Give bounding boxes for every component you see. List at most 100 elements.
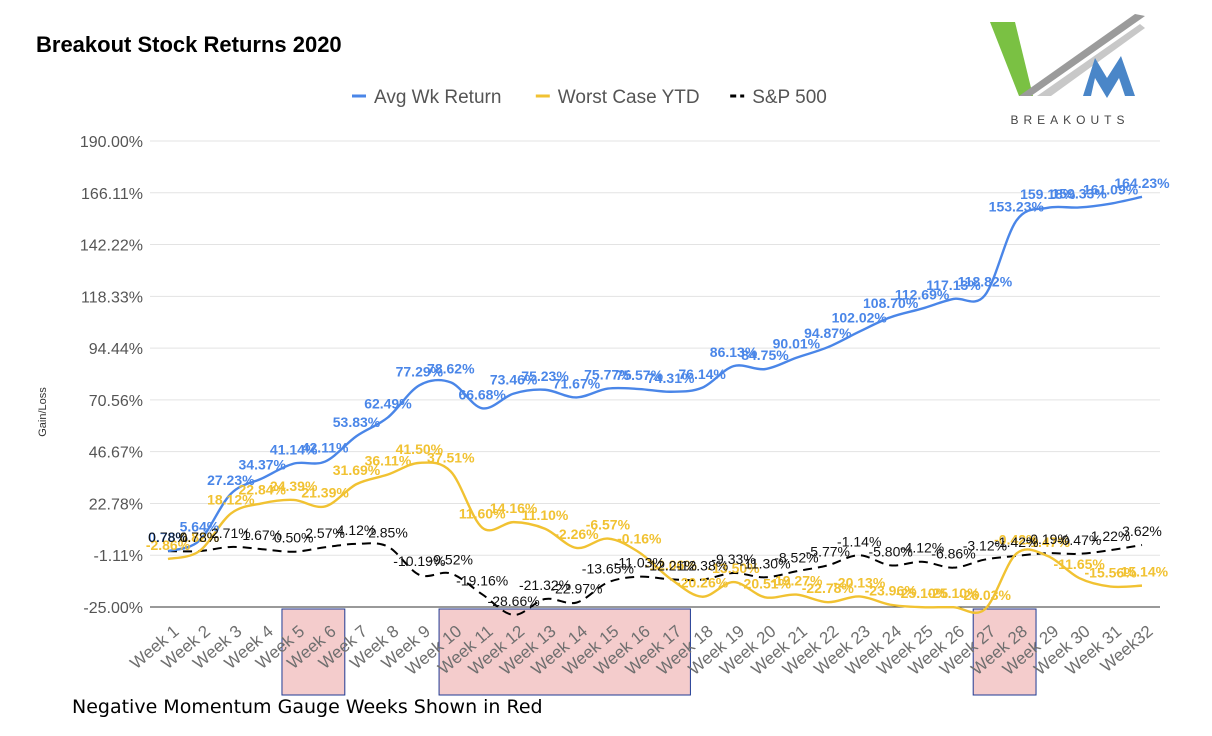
data-label-worst-case-ytd: 41.50%	[396, 441, 444, 457]
data-label-worst-case-ytd: 31.69%	[333, 462, 381, 478]
data-label-avg-wk-return: 159.33%	[1052, 185, 1108, 201]
data-label-worst-case-ytd: 11.10%	[522, 507, 569, 523]
logo-wordmark: BREAKOUTS	[1010, 113, 1129, 127]
data-label-avg-wk-return: 108.70%	[863, 295, 919, 311]
chart-title: Breakout Stock Returns 2020	[36, 32, 342, 57]
data-label-avg-wk-return: 71.67%	[553, 375, 601, 391]
data-label-avg-wk-return: 0.78%	[148, 529, 188, 545]
data-label-avg-wk-return: 75.23%	[521, 368, 569, 384]
y-tick-label: -1.11%	[93, 548, 143, 565]
data-label-worst-case-ytd: -22.78%	[802, 580, 855, 596]
data-label-s-p-500: -0.19%	[1026, 531, 1070, 547]
data-label-avg-wk-return: 75.57%	[616, 367, 664, 383]
data-label-avg-wk-return: 117.13%	[926, 277, 981, 293]
data-label-avg-wk-return: 161.09%	[1083, 182, 1139, 198]
data-label-s-p-500: 2.85%	[368, 525, 408, 541]
data-label-worst-case-ytd: -25.10%	[927, 585, 980, 601]
data-label-s-p-500: 0.50%	[274, 530, 314, 546]
data-label-s-p-500: -1.14%	[837, 533, 881, 549]
data-label-s-p-500: -1.42%	[994, 534, 1038, 550]
data-label-s-p-500: -22.97%	[550, 581, 602, 597]
data-label-avg-wk-return: 164.23%	[1114, 175, 1170, 191]
data-label-s-p-500: 1.67%	[242, 527, 282, 543]
data-label-worst-case-ytd: 18.12%	[207, 492, 255, 508]
data-label-s-p-500: -10.19%	[393, 553, 445, 569]
logo-light-swoosh-icon	[1037, 24, 1145, 96]
data-label-worst-case-ytd: -11.65%	[1053, 556, 1105, 572]
data-label-worst-case-ytd: -2.26%	[554, 526, 599, 542]
data-label-avg-wk-return: 34.37%	[239, 456, 287, 472]
data-label-s-p-500: -28.66%	[488, 593, 540, 609]
data-label-worst-case-ytd: -20.51%	[739, 575, 792, 591]
negative-momentum-highlight	[438, 608, 691, 696]
legend-label-avg-wk-return: Avg Wk Return	[374, 87, 501, 108]
data-label-s-p-500: -11.03%	[614, 555, 665, 571]
data-label-worst-case-ytd: 0.82%	[180, 529, 220, 545]
data-label-avg-wk-return: 76.14%	[678, 366, 726, 382]
y-tick-label: 190.00%	[80, 134, 143, 151]
data-label-s-p-500: -3.12%	[963, 538, 1007, 554]
data-label-avg-wk-return: 74.31%	[647, 370, 695, 386]
data-label-avg-wk-return: 62.49%	[364, 395, 412, 411]
data-label-s-p-500: 4.12%	[337, 522, 377, 538]
data-label-s-p-500: -12.38%	[676, 558, 728, 574]
data-label-s-p-500: -12.21%	[645, 557, 697, 573]
data-label-worst-case-ytd: 11.60%	[459, 506, 506, 522]
data-label-avg-wk-return: 94.87%	[804, 325, 852, 341]
data-label-worst-case-ytd: -20.26%	[676, 575, 729, 591]
data-label-s-p-500: -9.33%	[711, 551, 755, 567]
data-label-avg-wk-return: 84.75%	[741, 347, 789, 363]
data-label-s-p-500: 2.57%	[305, 525, 345, 541]
footnote: Negative Momentum Gauge Weeks Shown in R…	[72, 696, 543, 718]
negative-momentum-highlight	[972, 608, 1037, 696]
data-label-worst-case-ytd: -13.50%	[707, 560, 760, 576]
data-label-avg-wk-return: 73.46%	[490, 372, 538, 388]
data-label-s-p-500: 2.71%	[211, 525, 251, 541]
y-tick-label: -25.00%	[83, 600, 143, 617]
data-label-worst-case-ytd: -2.86%	[146, 537, 191, 553]
logo-grey-swoosh-icon	[1019, 14, 1145, 96]
data-label-avg-wk-return: 118.82%	[958, 273, 1013, 289]
data-label-avg-wk-return: 112.69%	[895, 287, 950, 303]
data-label-worst-case-ytd: -15.14%	[1116, 564, 1169, 580]
data-label-worst-case-ytd: -19.27%	[770, 573, 823, 589]
negative-momentum-highlight	[281, 608, 346, 696]
data-label-avg-wk-return: 90.01%	[773, 336, 821, 352]
data-label-avg-wk-return: 86.13%	[710, 344, 758, 360]
data-label-s-p-500: -4.12%	[900, 540, 944, 556]
data-label-s-p-500: 0.78%	[148, 529, 188, 545]
data-label-avg-wk-return: 75.77%	[584, 367, 632, 383]
series-line-worst-case-ytd	[167, 461, 1143, 614]
data-label-avg-wk-return: 153.23%	[989, 199, 1045, 215]
data-label-s-p-500: -5.80%	[868, 543, 912, 559]
data-label-s-p-500: 0.78%	[180, 529, 220, 545]
data-label-worst-case-ytd: -1.47%	[1026, 534, 1071, 550]
y-tick-label: 142.22%	[80, 238, 143, 255]
data-label-s-p-500: -21.32%	[519, 577, 571, 593]
data-label-s-p-500: 3.62%	[1122, 523, 1162, 539]
data-label-s-p-500: -6.86%	[931, 546, 975, 562]
data-label-worst-case-ytd: -0.42%	[994, 532, 1039, 548]
data-label-s-p-500: -9.52%	[429, 551, 473, 567]
data-label-s-p-500: -11.30%	[739, 555, 790, 571]
data-label-avg-wk-return: 42.11%	[302, 440, 349, 456]
data-label-s-p-500: -5.77%	[806, 543, 850, 559]
data-label-avg-wk-return: 66.68%	[458, 386, 506, 402]
data-label-s-p-500: -8.52%	[774, 549, 818, 565]
breakouts-logo: BREAKOUTS	[990, 14, 1145, 127]
y-tick-label: 166.11%	[81, 186, 143, 203]
data-label-worst-case-ytd: -12.06%	[645, 557, 698, 573]
data-label-worst-case-ytd: -15.56%	[1085, 565, 1138, 581]
data-label-s-p-500: -19.16%	[456, 572, 508, 588]
data-label-worst-case-ytd: 36.11%	[365, 453, 412, 469]
data-label-worst-case-ytd: 21.39%	[301, 484, 349, 500]
y-tick-label: 94.44%	[89, 341, 143, 358]
data-label-avg-wk-return: 102.02%	[832, 310, 888, 326]
data-label-avg-wk-return: 27.23%	[207, 472, 255, 488]
legend-label-s-p-500: S&P 500	[752, 87, 827, 108]
y-tick-label: 118.33%	[81, 289, 143, 306]
data-label-avg-wk-return: 53.83%	[333, 414, 381, 430]
data-label-worst-case-ytd: -0.16%	[617, 530, 662, 546]
data-label-avg-wk-return: 77.29%	[396, 363, 444, 379]
